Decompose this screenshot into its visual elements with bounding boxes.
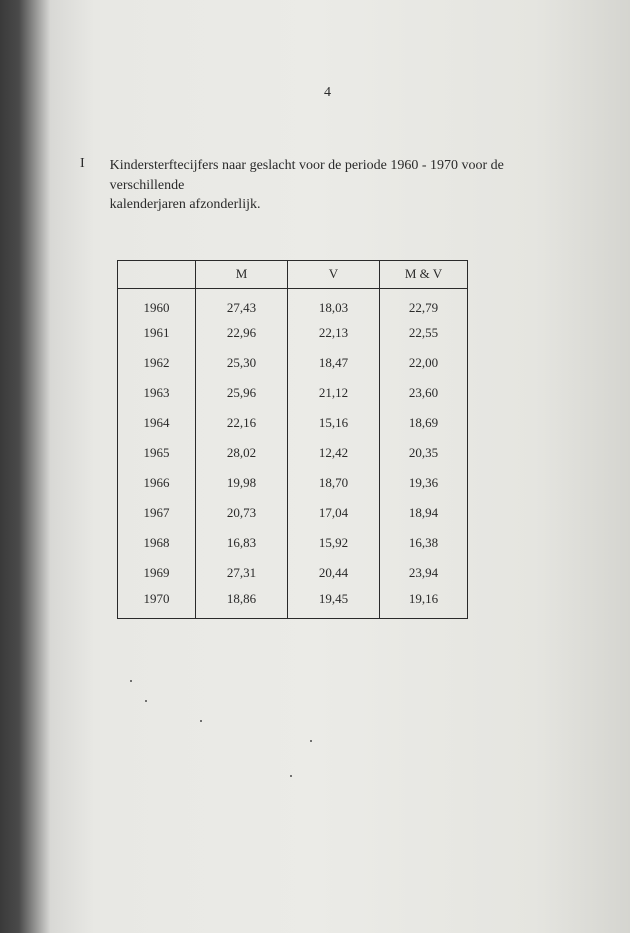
table-container: M V M & V 1960 27,43 18,03 22,79 1961 22… bbox=[117, 260, 580, 619]
data-table: M V M & V 1960 27,43 18,03 22,79 1961 22… bbox=[117, 260, 468, 619]
table-row: 1962 25,30 18,47 22,00 bbox=[118, 348, 468, 378]
title-line-2: kalenderjaren afzonderlijk. bbox=[110, 197, 261, 212]
table-header-row: M V M & V bbox=[118, 260, 468, 288]
cell-mv: 23,94 bbox=[380, 558, 468, 588]
scan-artifact bbox=[310, 740, 312, 742]
cell-v: 17,04 bbox=[288, 498, 380, 528]
cell-v: 22,13 bbox=[288, 318, 380, 348]
cell-v: 12,42 bbox=[288, 438, 380, 468]
cell-v: 18,70 bbox=[288, 468, 380, 498]
scan-artifact bbox=[130, 680, 132, 682]
cell-m: 25,30 bbox=[196, 348, 288, 378]
scan-artifact bbox=[290, 775, 292, 777]
title-text: Kindersterftecijfers naar geslacht voor … bbox=[110, 156, 580, 215]
cell-year: 1965 bbox=[118, 438, 196, 468]
cell-mv: 22,55 bbox=[380, 318, 468, 348]
table-row: 1964 22,16 15,16 18,69 bbox=[118, 408, 468, 438]
cell-mv: 19,16 bbox=[380, 588, 468, 618]
page-number: 4 bbox=[75, 85, 580, 101]
document-page: 4 I Kindersterftecijfers naar geslacht v… bbox=[0, 0, 630, 659]
table-row: 1965 28,02 12,42 20,35 bbox=[118, 438, 468, 468]
table-row: 1966 19,98 18,70 19,36 bbox=[118, 468, 468, 498]
cell-year: 1967 bbox=[118, 498, 196, 528]
cell-mv: 18,94 bbox=[380, 498, 468, 528]
table-row: 1968 16,83 15,92 16,38 bbox=[118, 528, 468, 558]
cell-mv: 18,69 bbox=[380, 408, 468, 438]
cell-mv: 22,79 bbox=[380, 288, 468, 318]
header-year bbox=[118, 260, 196, 288]
cell-m: 16,83 bbox=[196, 528, 288, 558]
cell-year: 1970 bbox=[118, 588, 196, 618]
header-mv: M & V bbox=[380, 260, 468, 288]
table-row: 1960 27,43 18,03 22,79 bbox=[118, 288, 468, 318]
cell-m: 22,96 bbox=[196, 318, 288, 348]
cell-v: 15,92 bbox=[288, 528, 380, 558]
cell-v: 18,47 bbox=[288, 348, 380, 378]
header-m: M bbox=[196, 260, 288, 288]
cell-m: 27,43 bbox=[196, 288, 288, 318]
cell-mv: 20,35 bbox=[380, 438, 468, 468]
cell-year: 1960 bbox=[118, 288, 196, 318]
cell-v: 21,12 bbox=[288, 378, 380, 408]
cell-v: 20,44 bbox=[288, 558, 380, 588]
cell-year: 1966 bbox=[118, 468, 196, 498]
table-body: 1960 27,43 18,03 22,79 1961 22,96 22,13 … bbox=[118, 288, 468, 618]
cell-mv: 19,36 bbox=[380, 468, 468, 498]
table-row: 1967 20,73 17,04 18,94 bbox=[118, 498, 468, 528]
cell-year: 1962 bbox=[118, 348, 196, 378]
cell-year: 1961 bbox=[118, 318, 196, 348]
cell-v: 19,45 bbox=[288, 588, 380, 618]
header-v: V bbox=[288, 260, 380, 288]
cell-mv: 23,60 bbox=[380, 378, 468, 408]
cell-year: 1969 bbox=[118, 558, 196, 588]
cell-mv: 22,00 bbox=[380, 348, 468, 378]
cell-mv: 16,38 bbox=[380, 528, 468, 558]
title-section: I Kindersterftecijfers naar geslacht voo… bbox=[75, 156, 580, 215]
table-row: 1961 22,96 22,13 22,55 bbox=[118, 318, 468, 348]
cell-v: 18,03 bbox=[288, 288, 380, 318]
cell-m: 19,98 bbox=[196, 468, 288, 498]
cell-year: 1968 bbox=[118, 528, 196, 558]
cell-m: 28,02 bbox=[196, 438, 288, 468]
scan-artifact bbox=[200, 720, 202, 722]
cell-m: 22,16 bbox=[196, 408, 288, 438]
cell-year: 1964 bbox=[118, 408, 196, 438]
scan-artifact bbox=[145, 700, 147, 702]
table-row: 1969 27,31 20,44 23,94 bbox=[118, 558, 468, 588]
table-row: 1963 25,96 21,12 23,60 bbox=[118, 378, 468, 408]
table-row: 1970 18,86 19,45 19,16 bbox=[118, 588, 468, 618]
cell-m: 27,31 bbox=[196, 558, 288, 588]
title-line-1: Kindersterftecijfers naar geslacht voor … bbox=[110, 158, 504, 193]
cell-m: 20,73 bbox=[196, 498, 288, 528]
cell-m: 18,86 bbox=[196, 588, 288, 618]
section-number: I bbox=[80, 156, 85, 215]
cell-v: 15,16 bbox=[288, 408, 380, 438]
cell-year: 1963 bbox=[118, 378, 196, 408]
cell-m: 25,96 bbox=[196, 378, 288, 408]
